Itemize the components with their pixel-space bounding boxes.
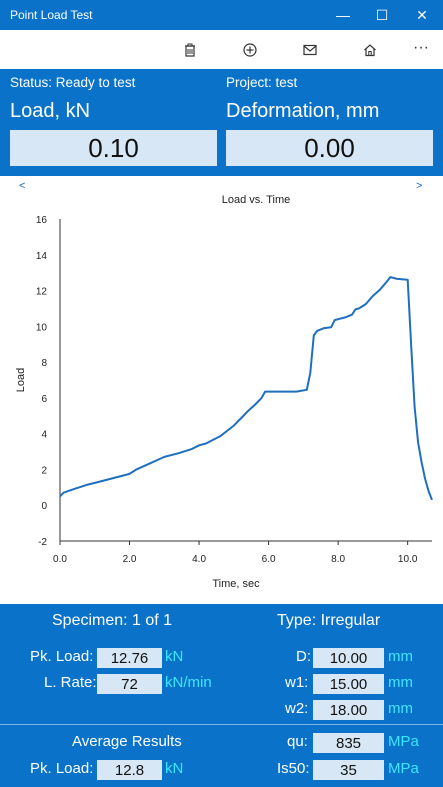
chart-panel: < > Load vs. Time -2 0 2 4 6 8 10 12 14 16 0.0 2.0 4.…	[0, 176, 443, 604]
y-tick-label: 14	[36, 251, 48, 262]
mail-icon	[303, 44, 317, 56]
trash-icon	[185, 43, 195, 57]
x-tick-label: 6.0	[262, 554, 276, 565]
specimen-text: Specimen: 1 of 1	[52, 612, 173, 629]
delete-button[interactable]	[178, 38, 202, 62]
average-pk-load-label: Pk. Load:	[30, 760, 94, 777]
average-pk-load-unit: kN	[165, 760, 184, 777]
w1-field: 15.00	[313, 674, 384, 694]
l-rate-label: L. Rate:	[44, 674, 97, 691]
deformation-label: Deformation, mm	[226, 100, 380, 122]
y-tick-label: 2	[41, 465, 47, 476]
results-panel: Specimen: 1 of 1 Type: Irregular Pk. Loa…	[0, 604, 443, 787]
close-button[interactable]: ✕	[402, 0, 442, 30]
y-tick-label: 16	[36, 215, 48, 226]
type-text: Type: Irregular	[277, 612, 381, 629]
y-tick-label: -2	[38, 537, 47, 548]
x-axis-title: Time, sec	[212, 578, 260, 590]
average-pk-load-field: 12.8	[97, 760, 162, 780]
y-tick-label: 4	[41, 430, 47, 441]
home-button[interactable]	[358, 38, 382, 62]
x-tick-label: 8.0	[331, 554, 345, 565]
title-bar: Point Load Test — ☐ ✕	[0, 0, 443, 30]
w1-label: w1:	[285, 674, 309, 691]
project-text: Project: test	[226, 75, 298, 90]
d-unit: mm	[388, 648, 413, 665]
status-panel: Status: Ready to test Project: test Load…	[0, 69, 443, 176]
y-tick-label: 6	[41, 394, 47, 405]
x-tick-label: 0.0	[53, 554, 67, 565]
y-tick-label: 10	[36, 322, 48, 333]
window-title: Point Load Test	[10, 8, 93, 22]
load-label: Load, kN	[10, 100, 91, 122]
results-divider	[0, 724, 443, 725]
w2-label: w2:	[285, 700, 309, 717]
l-rate-field: 72	[97, 674, 162, 694]
minimize-button[interactable]: —	[323, 0, 363, 30]
average-results-heading: Average Results	[72, 733, 182, 750]
x-tick-label: 2.0	[123, 554, 137, 565]
close-icon: ✕	[416, 6, 428, 23]
maximize-icon: ☐	[375, 6, 389, 23]
x-tick-label: 4.0	[192, 554, 206, 565]
email-button[interactable]	[298, 38, 322, 62]
command-bar: ···	[0, 30, 443, 69]
load-series-line	[59, 276, 433, 501]
is50-unit: MPa	[388, 760, 419, 777]
home-icon	[364, 44, 376, 57]
load-readout: 0.10	[10, 130, 217, 166]
is50-label: Is50:	[277, 760, 310, 777]
qu-unit: MPa	[388, 733, 419, 750]
load-vs-time-chart: Load vs. Time -2 0 2 4 6 8 10 12 14 16 0.0 2.0 4.0 6.0…	[15, 194, 433, 590]
pk-load-unit: kN	[165, 648, 184, 665]
add-circle-icon	[243, 43, 257, 57]
previous-chart-button[interactable]: <	[19, 180, 26, 192]
next-chart-button[interactable]: >	[416, 180, 423, 192]
y-tick-label: 12	[36, 287, 48, 298]
l-rate-unit: kN/min	[165, 674, 212, 691]
y-axis-title: Load	[15, 368, 27, 392]
deformation-readout: 0.00	[226, 130, 433, 166]
pk-load-label: Pk. Load:	[30, 648, 94, 665]
more-button[interactable]: ···	[409, 36, 433, 60]
is50-field: 35	[313, 760, 384, 780]
maximize-button[interactable]: ☐	[362, 0, 402, 30]
pk-load-field: 12.76	[97, 648, 162, 668]
d-label: D:	[296, 648, 311, 665]
add-button[interactable]	[238, 38, 262, 62]
w1-unit: mm	[388, 674, 413, 691]
w2-field: 18.00	[313, 700, 384, 720]
more-icon: ···	[413, 39, 429, 56]
y-tick-label: 8	[41, 358, 47, 369]
d-field: 10.00	[313, 648, 384, 668]
x-tick-label: 10.0	[398, 554, 418, 565]
w2-unit: mm	[388, 700, 413, 717]
chart-title: Load vs. Time	[222, 194, 290, 206]
qu-label: qu:	[287, 733, 308, 750]
qu-field: 835	[313, 733, 384, 753]
status-text: Status: Ready to test	[10, 75, 136, 90]
minimize-icon: —	[336, 7, 350, 23]
y-tick-label: 0	[41, 501, 47, 512]
